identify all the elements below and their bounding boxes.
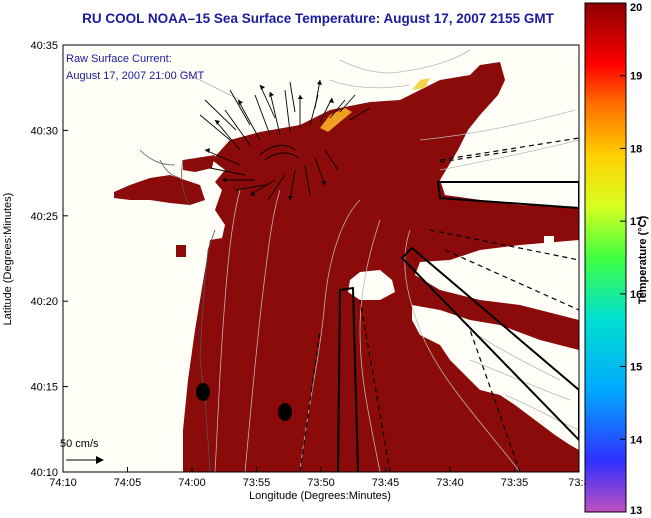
colorbar bbox=[584, 2, 627, 513]
y-tick-label: 40:15 bbox=[30, 382, 58, 394]
shipping-lanes bbox=[299, 137, 579, 472]
map-plot-area bbox=[63, 45, 579, 472]
colorbar-tick-label: 20 bbox=[630, 2, 642, 14]
x-tick-label: 73:50 bbox=[307, 477, 335, 489]
current-vector-heads bbox=[205, 80, 334, 200]
x-tick-label: 74:00 bbox=[178, 477, 206, 489]
colorbar-tick-label: 18 bbox=[630, 143, 642, 155]
y-axis-ticks: 40:35 40:30 40:25 40:20 40:15 40:10 bbox=[30, 40, 58, 479]
y-tick-label: 40:35 bbox=[30, 40, 58, 52]
colorbar-tick-label: 15 bbox=[630, 362, 642, 374]
y-axis-title: Latitude (Degrees:Minutes) bbox=[2, 193, 14, 326]
x-tick-label: 73:55 bbox=[243, 477, 271, 489]
warm-edge-orange bbox=[320, 108, 352, 132]
annotation-line2: August 17, 2007 21:00 GMT bbox=[66, 70, 204, 82]
colorbar-tick-label: 14 bbox=[630, 434, 643, 446]
colorbar-tick-label: 13 bbox=[630, 505, 642, 517]
colorbar-tick-label: 17 bbox=[630, 216, 642, 228]
x-tick-label: 73:3 bbox=[568, 477, 589, 489]
y-tick-label: 40:25 bbox=[30, 211, 58, 223]
colorbar-tick-label: 19 bbox=[630, 71, 642, 83]
sst-patch-north bbox=[183, 155, 215, 172]
x-tick-label: 74:10 bbox=[49, 477, 77, 489]
sst-field bbox=[183, 62, 579, 472]
y-tick-label: 40:30 bbox=[30, 125, 58, 137]
colorbar-ticks: 20 19 18 17 16 15 14 13 bbox=[620, 2, 643, 517]
x-axis-title: Longitude (Degrees:Minutes) bbox=[249, 490, 391, 502]
sst-inland-patch bbox=[176, 245, 186, 257]
chart-title: RU COOL NOAA–15 Sea Surface Temperature:… bbox=[82, 11, 554, 26]
coastline bbox=[139, 149, 216, 472]
buoy-marker-2 bbox=[278, 403, 292, 421]
x-tick-label: 73:45 bbox=[372, 477, 400, 489]
surface-current-vectors bbox=[199, 79, 371, 201]
cloud-gap-small bbox=[544, 236, 554, 244]
warm-edge-yellow bbox=[412, 78, 430, 90]
restricted-zones bbox=[337, 181, 579, 472]
x-tick-label: 74:05 bbox=[114, 477, 142, 489]
scale-label: 50 cm/s bbox=[60, 438, 99, 450]
y-tick-label: 40:20 bbox=[30, 296, 58, 308]
x-axis-ticks: 74:10 74:05 74:00 73:55 73:50 73:45 73:40 73:35… bbox=[49, 477, 589, 489]
annotation-line1: Raw Surface Current: bbox=[66, 53, 172, 65]
x-tick-label: 73:35 bbox=[501, 477, 529, 489]
colorbar-title: Temperature (°C) bbox=[637, 215, 649, 304]
colorbar-tick-label: 16 bbox=[630, 289, 642, 301]
scale-arrow-head bbox=[96, 456, 104, 464]
buoy-marker-1 bbox=[196, 383, 210, 401]
axis-tick-marks bbox=[62, 44, 580, 473]
cloud-gap bbox=[348, 270, 395, 300]
x-tick-label: 73:40 bbox=[436, 477, 464, 489]
y-tick-label: 40:10 bbox=[30, 467, 58, 479]
